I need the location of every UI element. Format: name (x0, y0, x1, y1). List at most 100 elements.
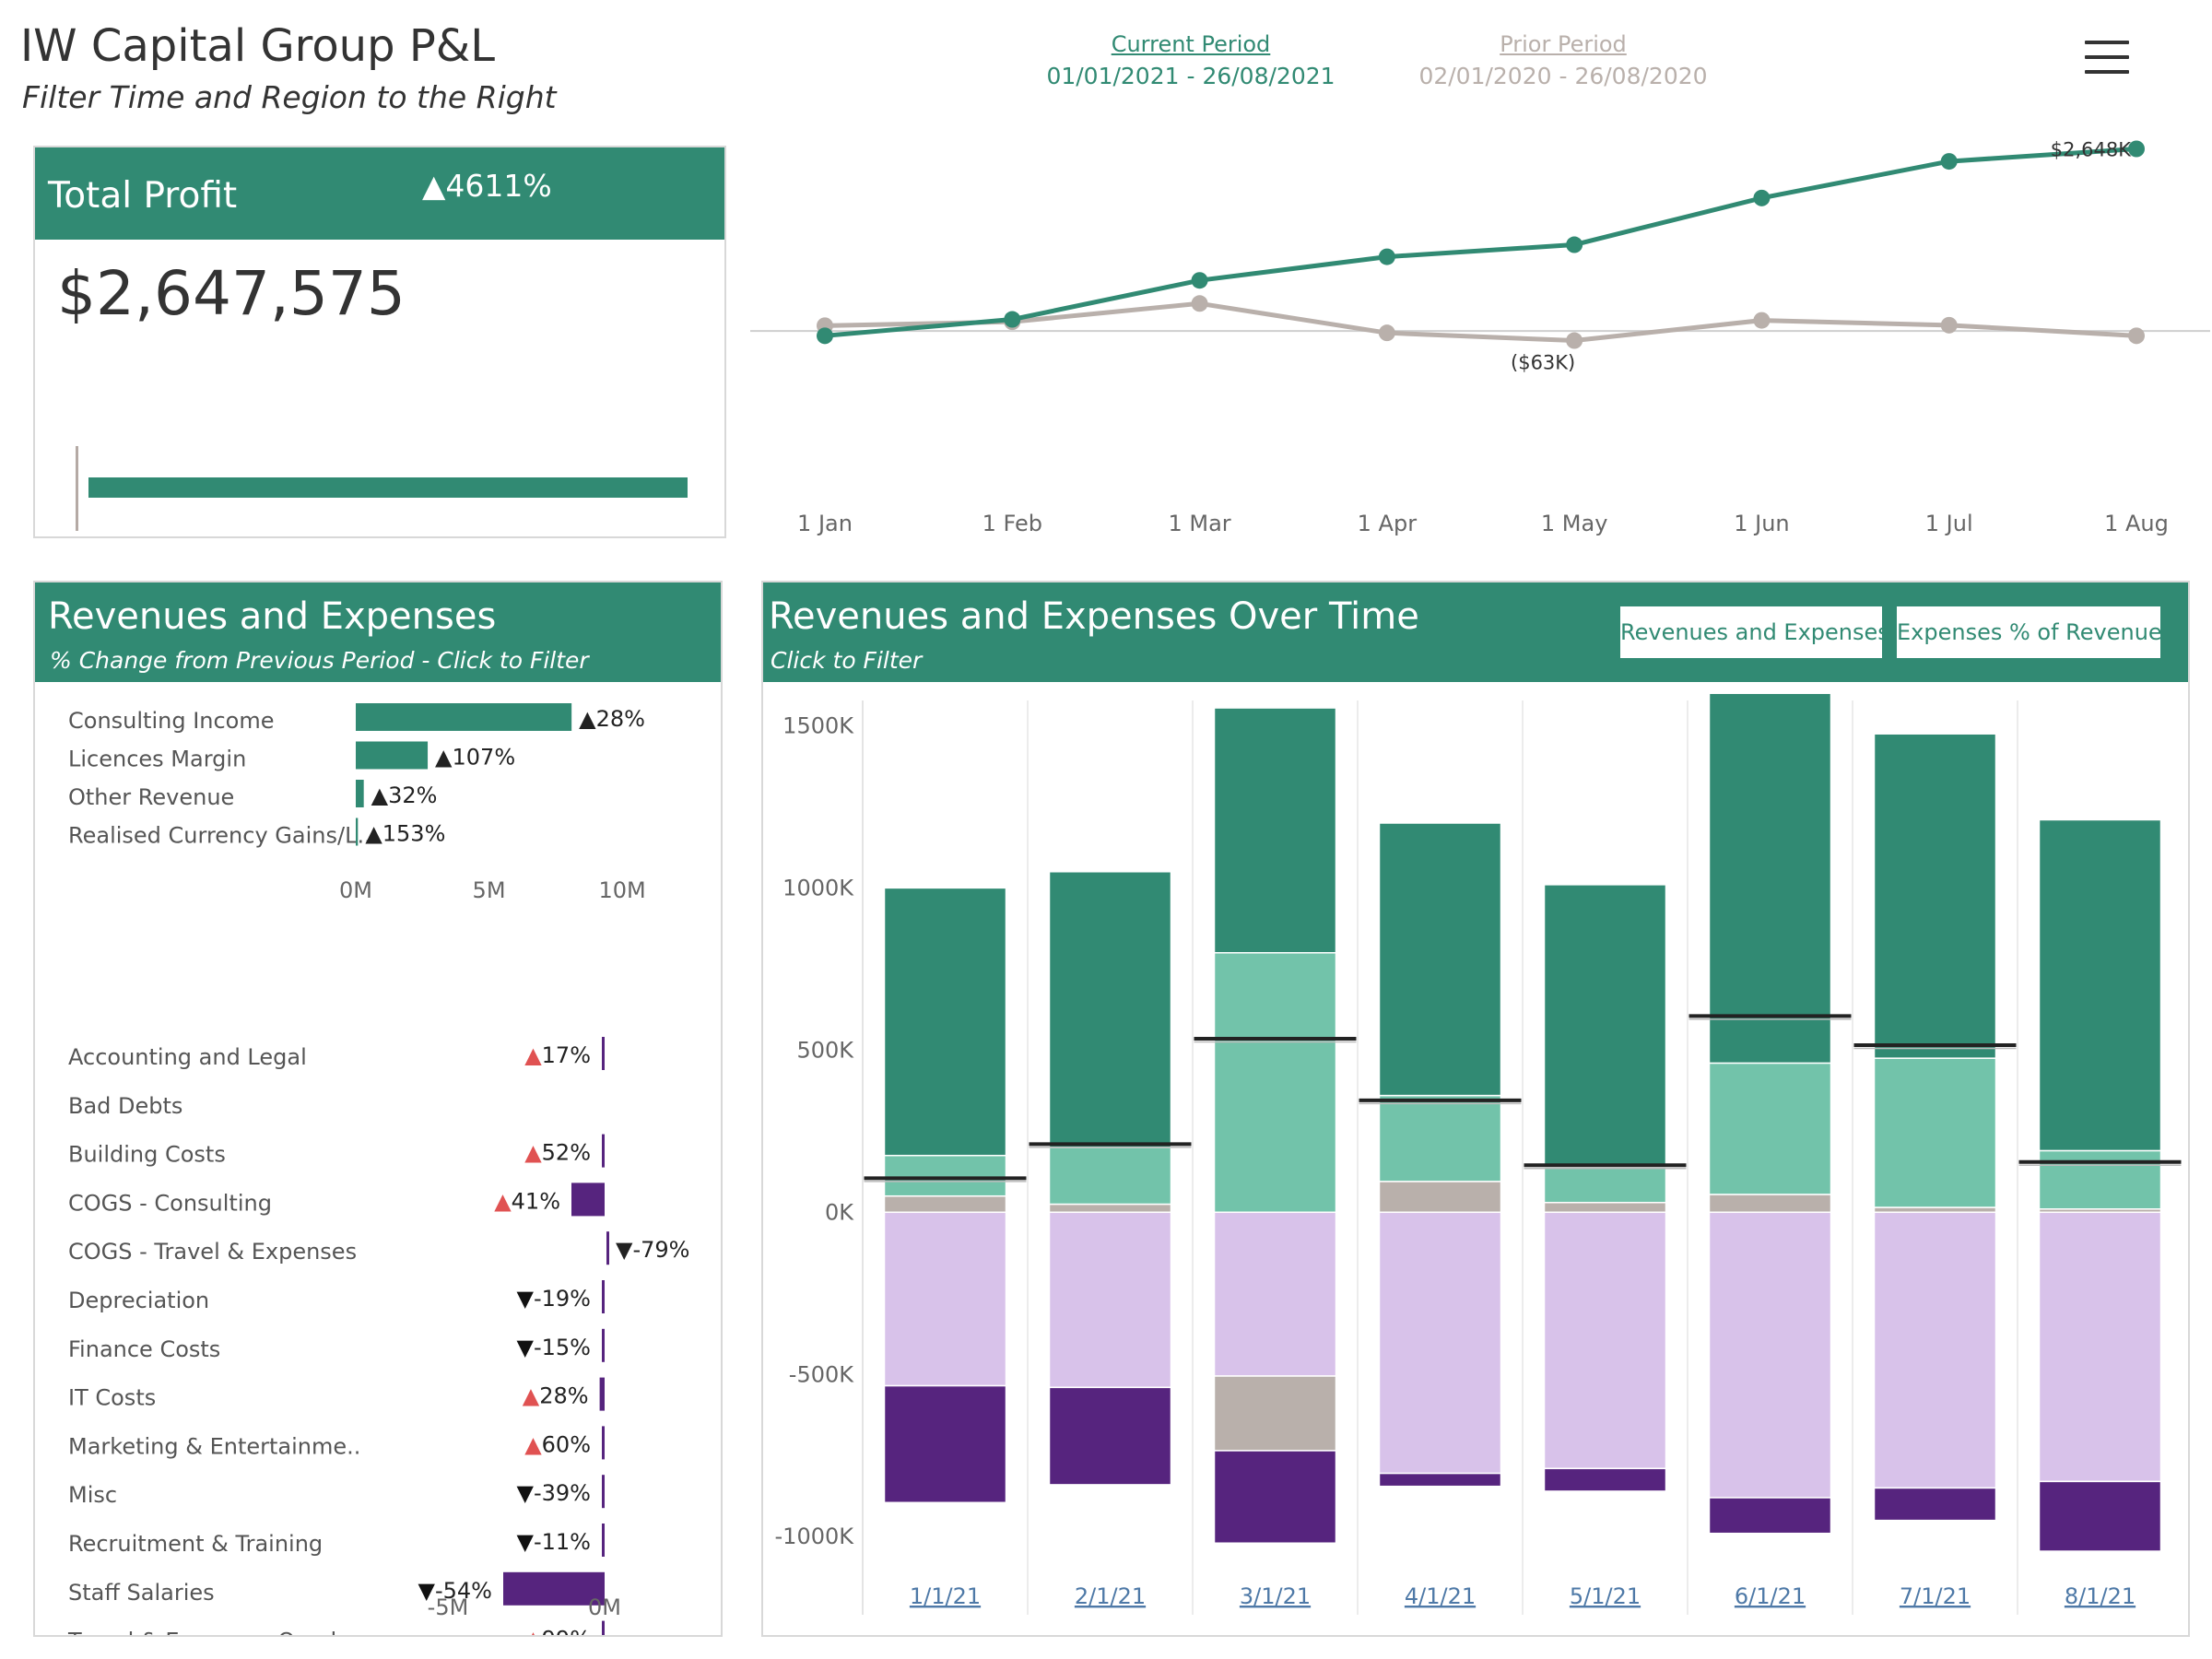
revenues-expenses-over-time-panel: Revenues and Expenses Over Time Click to… (761, 581, 2190, 1637)
x-date-link[interactable]: 7/1/21 (1900, 1583, 1971, 1609)
prior-point-5[interactable] (1566, 332, 1583, 349)
expense-change-label: ▲28% (523, 1383, 589, 1409)
expense-bar[interactable] (602, 1524, 605, 1557)
revenue-bar[interactable] (356, 703, 572, 731)
prior-point-4[interactable] (1378, 324, 1395, 342)
expense-category-label: COGS - Travel & Expenses (68, 1239, 357, 1265)
x-date-link[interactable]: 3/1/21 (1240, 1583, 1311, 1609)
stacked-bar-segment[interactable] (1213, 707, 1337, 954)
stacked-bar-segment[interactable] (1378, 1472, 1502, 1488)
x-date-link[interactable]: 2/1/21 (1075, 1583, 1146, 1609)
revenue-bar[interactable] (356, 741, 429, 770)
current-point-6[interactable] (1753, 189, 1771, 206)
stacked-bar-segment[interactable] (883, 1211, 1007, 1387)
revenue-x-tick: 10M (598, 877, 645, 903)
stacked-bar-segment[interactable] (1543, 884, 1667, 1168)
stacked-bar-segment[interactable] (1213, 1375, 1337, 1452)
stacked-bar-segment[interactable] (1378, 1094, 1502, 1182)
x-date-link[interactable]: 8/1/21 (2065, 1583, 2136, 1609)
x-tick-label: 1 Jan (797, 511, 853, 536)
stacked-bar-segment[interactable] (2038, 818, 2162, 1152)
stacked-bar-segment[interactable] (1873, 1206, 1997, 1214)
stacked-bar-segment[interactable] (1873, 1057, 1997, 1208)
current-period-link[interactable]: Current Period (1111, 31, 1271, 57)
stacked-bar-segment[interactable] (1708, 1062, 1832, 1195)
expenses-pct-of-revenue-button[interactable]: Expenses % of Revenue (1897, 606, 2162, 658)
x-date-link[interactable]: 1/1/21 (910, 1583, 981, 1609)
stacked-bar-segment[interactable] (1378, 1181, 1502, 1214)
stacked-bar-segment[interactable] (883, 1384, 1007, 1504)
stacked-bar-segment[interactable] (1213, 952, 1337, 1214)
stacked-bar-segment[interactable] (1213, 1211, 1337, 1377)
x-date-link[interactable]: 6/1/21 (1735, 1583, 1806, 1609)
current-point-2[interactable] (1004, 311, 1021, 328)
stacked-bar-segment[interactable] (883, 1154, 1007, 1197)
expense-bar[interactable] (571, 1182, 605, 1217)
prior-point-3[interactable] (1191, 295, 1208, 312)
profit-bar[interactable] (88, 477, 688, 498)
prior-point-6[interactable] (1753, 312, 1771, 329)
stacked-bar-segment[interactable] (1048, 1147, 1172, 1206)
x-tick-label: 1 Jul (1925, 511, 1973, 536)
expense-bar[interactable] (602, 1620, 605, 1635)
current-point-7[interactable] (1940, 153, 1958, 171)
expense-bar[interactable] (599, 1377, 605, 1411)
revenue-bar[interactable] (356, 818, 359, 846)
stacked-bar-segment[interactable] (883, 1194, 1007, 1214)
revenues-expenses-bar-chart[interactable]: Consulting Income ▲28% Licences Margin ▲107… (35, 682, 721, 1635)
current-point-4[interactable] (1378, 248, 1395, 265)
stacked-bar-segment[interactable] (1543, 1166, 1667, 1204)
stacked-bar-segment[interactable] (1543, 1201, 1667, 1214)
stacked-bar-segment[interactable] (1378, 822, 1502, 1097)
revenues-and-expenses-button[interactable]: Revenues and Expenses (1620, 606, 1889, 658)
profit-line-chart[interactable]: 1 Jan 1 Feb 1 Mar 1 Apr 1 May 1 Jun 1 Jul 1 Aug… (728, 129, 2212, 553)
current-point-5[interactable] (1566, 236, 1583, 253)
stacked-bar-segment[interactable] (1543, 1467, 1667, 1492)
stacked-bar-segment[interactable] (1048, 871, 1172, 1148)
expense-bar[interactable] (602, 1134, 605, 1168)
expense-bar[interactable] (503, 1571, 605, 1606)
total-profit-card[interactable]: Total Profit ▲4611% $2,647,575 (33, 146, 726, 538)
current-point-1[interactable] (817, 327, 833, 345)
prior-period-link[interactable]: Prior Period (1500, 31, 1627, 57)
stacked-bar-segment[interactable] (1708, 692, 1832, 1065)
revenue-category-label: Licences Margin (68, 747, 246, 772)
expense-bar[interactable] (606, 1231, 609, 1265)
stacked-bar-segment[interactable] (1543, 1211, 1667, 1470)
stacked-bar-segment[interactable] (1708, 1194, 1832, 1214)
prior-point-7[interactable] (1940, 316, 1958, 334)
stacked-bar-segment[interactable] (2038, 1149, 2162, 1210)
expense-category-label: Accounting and Legal (68, 1044, 307, 1070)
stacked-bar-segment[interactable] (1708, 1497, 1832, 1535)
current-point-8[interactable] (2128, 140, 2145, 158)
stacked-bar-segment[interactable] (2038, 1211, 2162, 1483)
expense-bar[interactable] (602, 1426, 605, 1460)
x-date-link[interactable]: 4/1/21 (1405, 1583, 1476, 1609)
stacked-bar-segment[interactable] (1708, 1211, 1832, 1499)
x-date-link[interactable]: 5/1/21 (1570, 1583, 1641, 1609)
prior-point-8[interactable] (2128, 327, 2145, 345)
expense-bar[interactable] (602, 1475, 605, 1509)
current-period-line[interactable] (824, 147, 2137, 338)
hamburger-menu-icon[interactable] (2085, 41, 2129, 77)
current-point-3[interactable] (1191, 272, 1208, 289)
revenues-expenses-over-time-chart[interactable]: 1500K 1000K 500K 0K -500K -1000K 1/1/21 2/1/21 3… (763, 682, 2188, 1635)
stacked-bar-segment[interactable] (2038, 1480, 2162, 1552)
stacked-bar-segment[interactable] (1378, 1211, 1502, 1475)
prior-end-label: ($63K) (1511, 352, 1575, 374)
stacked-bar-segment[interactable] (1873, 1487, 1997, 1522)
stacked-bar-segment[interactable] (1048, 1203, 1172, 1214)
expense-bar[interactable] (602, 1037, 605, 1070)
stacked-bar-segment[interactable] (1048, 1386, 1172, 1486)
stacked-bar-segment[interactable] (1213, 1450, 1337, 1545)
stacked-bar-segment[interactable] (1048, 1211, 1172, 1389)
expense-bar[interactable] (602, 1328, 605, 1362)
expense-bar[interactable] (602, 1280, 605, 1313)
stacked-bar-segment[interactable] (1873, 733, 1997, 1059)
stacked-bar-segment[interactable] (883, 887, 1007, 1157)
revenue-x-tick: 0M (339, 877, 372, 903)
revenue-bar[interactable] (356, 780, 364, 807)
stacked-bar-segment[interactable] (1873, 1211, 1997, 1489)
expense-category-label: Building Costs (68, 1142, 226, 1168)
prior-period-line[interactable] (824, 300, 2137, 344)
